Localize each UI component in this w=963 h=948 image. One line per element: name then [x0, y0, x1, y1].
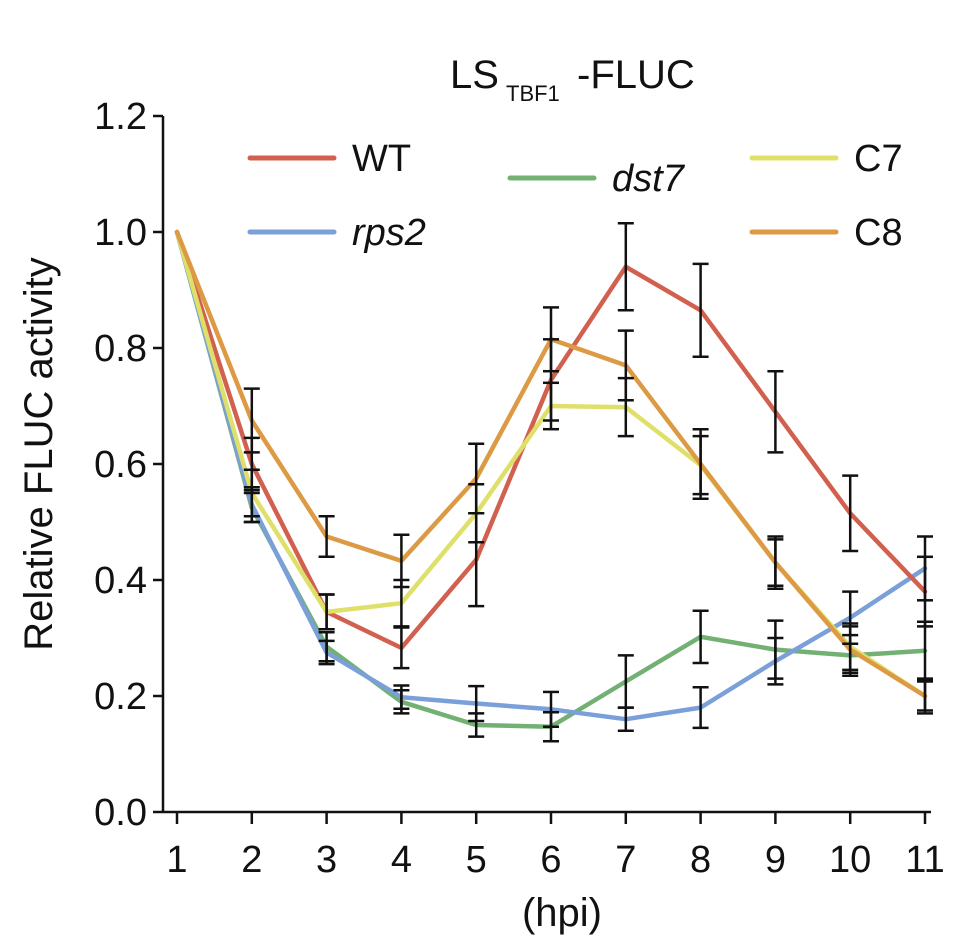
error-bars: [243, 222, 933, 743]
y-tick-label: 0.0: [94, 792, 147, 834]
x-axis-ticks: 1 2 3 4 5 6 7 8 9 10 11: [166, 812, 945, 881]
error-bar-C8: [543, 306, 559, 373]
error-bar-WT: [692, 262, 709, 358]
error-bar-C8: [318, 514, 335, 559]
y-tick-label: 1.2: [94, 96, 147, 138]
x-tick-label: 11: [905, 839, 944, 881]
legend-label: C7: [854, 138, 903, 180]
y-tick-label: 0.2: [94, 676, 147, 718]
x-axis-label: (hpi): [522, 891, 602, 935]
error-bar-WT: [393, 626, 410, 670]
error-bar-C8: [917, 677, 933, 715]
y-tick-label: 0.6: [94, 444, 147, 486]
error-bar-dst7: [617, 654, 634, 709]
error-bar-C7: [543, 381, 559, 431]
legend-item-dst7: dst7: [507, 158, 686, 200]
error-bar-C8: [243, 387, 260, 454]
legend-item-rps2: rps2: [247, 212, 426, 254]
legend-item-C7: C7: [749, 138, 903, 180]
error-bar-C8: [468, 442, 485, 515]
error-bar-C8: [617, 329, 634, 402]
x-tick-label: 3: [316, 839, 337, 881]
error-bar-WT: [617, 222, 634, 312]
error-bar-dst7: [393, 688, 410, 715]
legend-label: WT: [352, 138, 411, 180]
x-tick-label: 5: [466, 839, 487, 881]
error-bar-C8: [393, 533, 410, 589]
error-bar-C8: [767, 535, 784, 590]
y-axis-label: Relative FLUC activity: [17, 257, 61, 650]
series-line-WT: [174, 229, 928, 651]
error-bar-dst7: [318, 630, 335, 663]
y-tick-label: 1.0: [94, 212, 147, 254]
legend-label: dst7: [612, 158, 686, 200]
error-bar-dst7: [767, 619, 784, 680]
chart-title-subscript: TBF1: [506, 81, 560, 106]
x-tick-label: 7: [615, 839, 636, 881]
x-tick-label: 8: [690, 839, 711, 881]
error-bar-dst7: [468, 712, 485, 738]
error-bar-dst7: [692, 609, 709, 665]
legend-label: rps2: [352, 212, 426, 254]
legend: WT rps2 dst7 C7 C8: [247, 138, 903, 254]
error-bar-WT: [842, 474, 859, 553]
error-bar-C7: [318, 593, 335, 631]
x-tick-label: 2: [241, 839, 262, 881]
x-tick-label: 9: [765, 839, 786, 881]
chart-title-suffix: -FLUC: [577, 53, 695, 97]
error-bar-WT: [767, 369, 784, 454]
x-tick-label: 4: [391, 839, 412, 881]
x-tick-label: 1: [166, 839, 187, 881]
error-bar-C8: [692, 427, 709, 501]
y-axis-ticks: 0.0 0.2 0.4 0.6 0.8 1.0 1.2: [94, 96, 163, 834]
legend-item-WT: WT: [247, 138, 411, 180]
legend-item-C8: C8: [749, 212, 903, 254]
error-bar-rps2: [917, 535, 933, 602]
error-bar-rps2: [692, 686, 709, 730]
error-bar-C8: [842, 625, 859, 675]
x-tick-label: 6: [540, 839, 561, 881]
error-bar-C7: [243, 468, 260, 518]
y-tick-label: 0.8: [94, 328, 147, 370]
x-tick-label: 10: [829, 839, 871, 881]
legend-label: C8: [854, 212, 903, 254]
error-bar-dst7: [543, 710, 559, 743]
chart-title: LS TBF1 -FLUC: [450, 53, 695, 106]
chart-title-main: LS: [450, 53, 499, 97]
y-tick-label: 0.4: [94, 560, 147, 602]
